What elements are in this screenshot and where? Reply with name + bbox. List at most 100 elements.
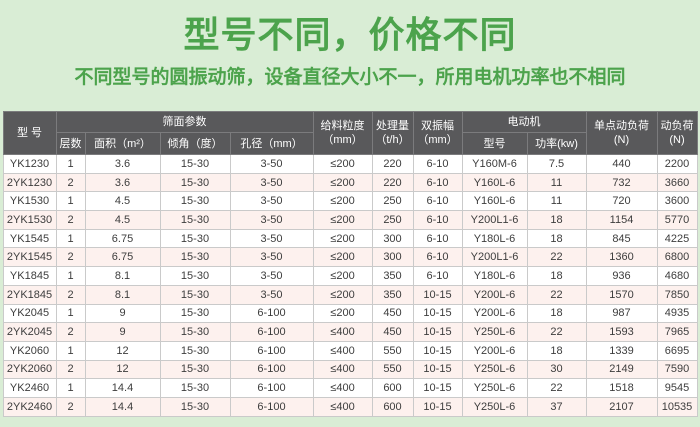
table-cell: 440 bbox=[585, 154, 658, 174]
model-cell: 2YK1545 bbox=[2, 247, 57, 268]
table-cell: ≤200 bbox=[312, 210, 373, 230]
page-title: 型号不同，价格不同 bbox=[183, 14, 517, 55]
table-cell: Y200L-6 bbox=[461, 303, 528, 324]
table-cell: 15-30 bbox=[159, 266, 231, 286]
table-cell: 10-15 bbox=[412, 322, 463, 342]
table-cell: 450 bbox=[371, 303, 414, 324]
table-cell: 550 bbox=[371, 359, 414, 380]
table-cell: 2 bbox=[55, 247, 86, 268]
table-cell: Y160L-6 bbox=[461, 191, 528, 212]
table-cell: ≤200 bbox=[312, 191, 373, 212]
table-cell: 15-30 bbox=[159, 210, 231, 230]
table-cell: Y200L1-6 bbox=[461, 210, 528, 230]
table-cell: 4.5 bbox=[84, 191, 161, 212]
table-cell: 6-10 bbox=[412, 266, 463, 286]
table-cell: 4935 bbox=[656, 303, 698, 324]
table-cell: 250 bbox=[371, 191, 414, 212]
table-cell: 7850 bbox=[656, 284, 698, 305]
table-cell: 3.6 bbox=[84, 172, 161, 193]
table-cell: 6-100 bbox=[229, 322, 314, 342]
header-capacity: 处理量 （t/h） bbox=[371, 111, 414, 155]
table-cell: 6-10 bbox=[412, 191, 463, 212]
model-cell: 2YK2460 bbox=[2, 396, 57, 417]
table-cell: 450 bbox=[371, 322, 414, 342]
table-cell: 2 bbox=[55, 396, 86, 417]
table-cell: 15-30 bbox=[159, 154, 231, 174]
table-cell: Y160M-6 bbox=[461, 154, 528, 174]
table-cell: 3-50 bbox=[229, 172, 314, 193]
table-cell: 2 bbox=[55, 210, 86, 230]
table-cell: ≤400 bbox=[312, 322, 373, 342]
table-cell: 4225 bbox=[656, 228, 698, 249]
table-cell: 3-50 bbox=[229, 247, 314, 268]
table-cell: 15-30 bbox=[159, 247, 231, 268]
table-cell: 6-10 bbox=[412, 247, 463, 268]
header-incline: 倾角（度） bbox=[159, 132, 231, 155]
table-cell: 550 bbox=[371, 340, 414, 361]
table-row: 2YK2045 2 9 15-30 6-100 ≤400 450 10-15 Y250L-6 22… bbox=[2, 322, 698, 342]
table-row: 2YK2060 2 12 15-30 6-100 ≤400 550 10-15 Y250L-6 3… bbox=[2, 359, 698, 380]
table-cell: Y180L-6 bbox=[461, 266, 528, 286]
model-cell: YK2060 bbox=[2, 340, 57, 361]
table-cell: 2 bbox=[55, 172, 86, 193]
table-cell: 2107 bbox=[585, 396, 658, 417]
table-cell: 6-10 bbox=[412, 172, 463, 193]
header-feed-size: 给料粒度 （mm） bbox=[312, 111, 373, 155]
table-cell: 6.75 bbox=[84, 228, 161, 249]
table-cell: 22 bbox=[526, 284, 587, 305]
table-cell: Y250L-6 bbox=[461, 322, 528, 342]
table-cell: 7965 bbox=[656, 322, 698, 342]
table-cell: 22 bbox=[526, 378, 587, 398]
table-cell: 3-50 bbox=[229, 210, 314, 230]
table-cell: 1 bbox=[55, 266, 86, 286]
table-cell: 1570 bbox=[585, 284, 658, 305]
table-cell: 3600 bbox=[656, 191, 698, 212]
table-row: YK1230 1 3.6 15-30 3-50 ≤200 220 6-10 Y160M-6 7.5… bbox=[2, 154, 698, 174]
table-cell: 600 bbox=[371, 378, 414, 398]
table-row: 2YK1845 2 8.1 15-30 3-50 ≤200 350 10-15 Y200L-6 2… bbox=[2, 284, 698, 305]
table-cell: 15-30 bbox=[159, 303, 231, 324]
table-cell: 4680 bbox=[656, 266, 698, 286]
table-row: YK1530 1 4.5 15-30 3-50 ≤200 250 6-10 Y160L-6 11 7… bbox=[2, 191, 698, 212]
table-cell: 9 bbox=[84, 322, 161, 342]
header-layers: 层数 bbox=[55, 132, 86, 155]
header-feed-size-line2: （mm） bbox=[322, 134, 363, 146]
table-cell: 6-100 bbox=[229, 378, 314, 398]
table-row: YK2045 1 9 15-30 6-100 ≤200 450 10-15 Y200L-6 18 9… bbox=[2, 303, 698, 324]
table-cell: ≤200 bbox=[312, 228, 373, 249]
header-point-load: 单点动负荷 (N) bbox=[585, 111, 658, 155]
table-cell: 1360 bbox=[585, 247, 658, 268]
table-cell: 18 bbox=[526, 340, 587, 361]
table-cell: 250 bbox=[371, 210, 414, 230]
table-cell: 10-15 bbox=[412, 284, 463, 305]
header-dyn-load-line2: (N) bbox=[669, 134, 685, 146]
model-cell: YK1230 bbox=[2, 154, 57, 174]
header-amplitude-line1: 双振幅 bbox=[421, 120, 454, 132]
table-cell: 15-30 bbox=[159, 228, 231, 249]
table-cell: 10-15 bbox=[412, 396, 463, 417]
header-point-load-line1: 单点动负荷 bbox=[594, 120, 649, 132]
table-cell: 22 bbox=[526, 322, 587, 342]
table-cell: 6-10 bbox=[412, 154, 463, 174]
table-cell: 6.75 bbox=[84, 247, 161, 268]
table-cell: 350 bbox=[371, 284, 414, 305]
table-cell: Y250L-6 bbox=[461, 359, 528, 380]
table-cell: 10535 bbox=[656, 396, 698, 417]
header-amplitude: 双振幅 （mm） bbox=[412, 111, 463, 155]
table-cell: 3-50 bbox=[229, 191, 314, 212]
header-point-load-line2: (N) bbox=[613, 134, 630, 146]
table-cell: 1339 bbox=[585, 340, 658, 361]
model-cell: 2YK1530 bbox=[2, 210, 57, 230]
table-cell: 8.1 bbox=[84, 266, 161, 286]
table-cell: 15-30 bbox=[159, 359, 231, 380]
table-body: YK1230 1 3.6 15-30 3-50 ≤200 220 6-10 Y160M-6 7.5… bbox=[2, 154, 698, 417]
table-cell: 18 bbox=[526, 303, 587, 324]
table-cell: Y180L-6 bbox=[461, 228, 528, 249]
table-cell: 3.6 bbox=[84, 154, 161, 174]
table-cell: 11 bbox=[526, 191, 587, 212]
table-cell: 6-100 bbox=[229, 396, 314, 417]
table-cell: 15-30 bbox=[159, 191, 231, 212]
table-cell: 18 bbox=[526, 266, 587, 286]
table-cell: 15-30 bbox=[159, 322, 231, 342]
table-cell: 1 bbox=[55, 191, 86, 212]
